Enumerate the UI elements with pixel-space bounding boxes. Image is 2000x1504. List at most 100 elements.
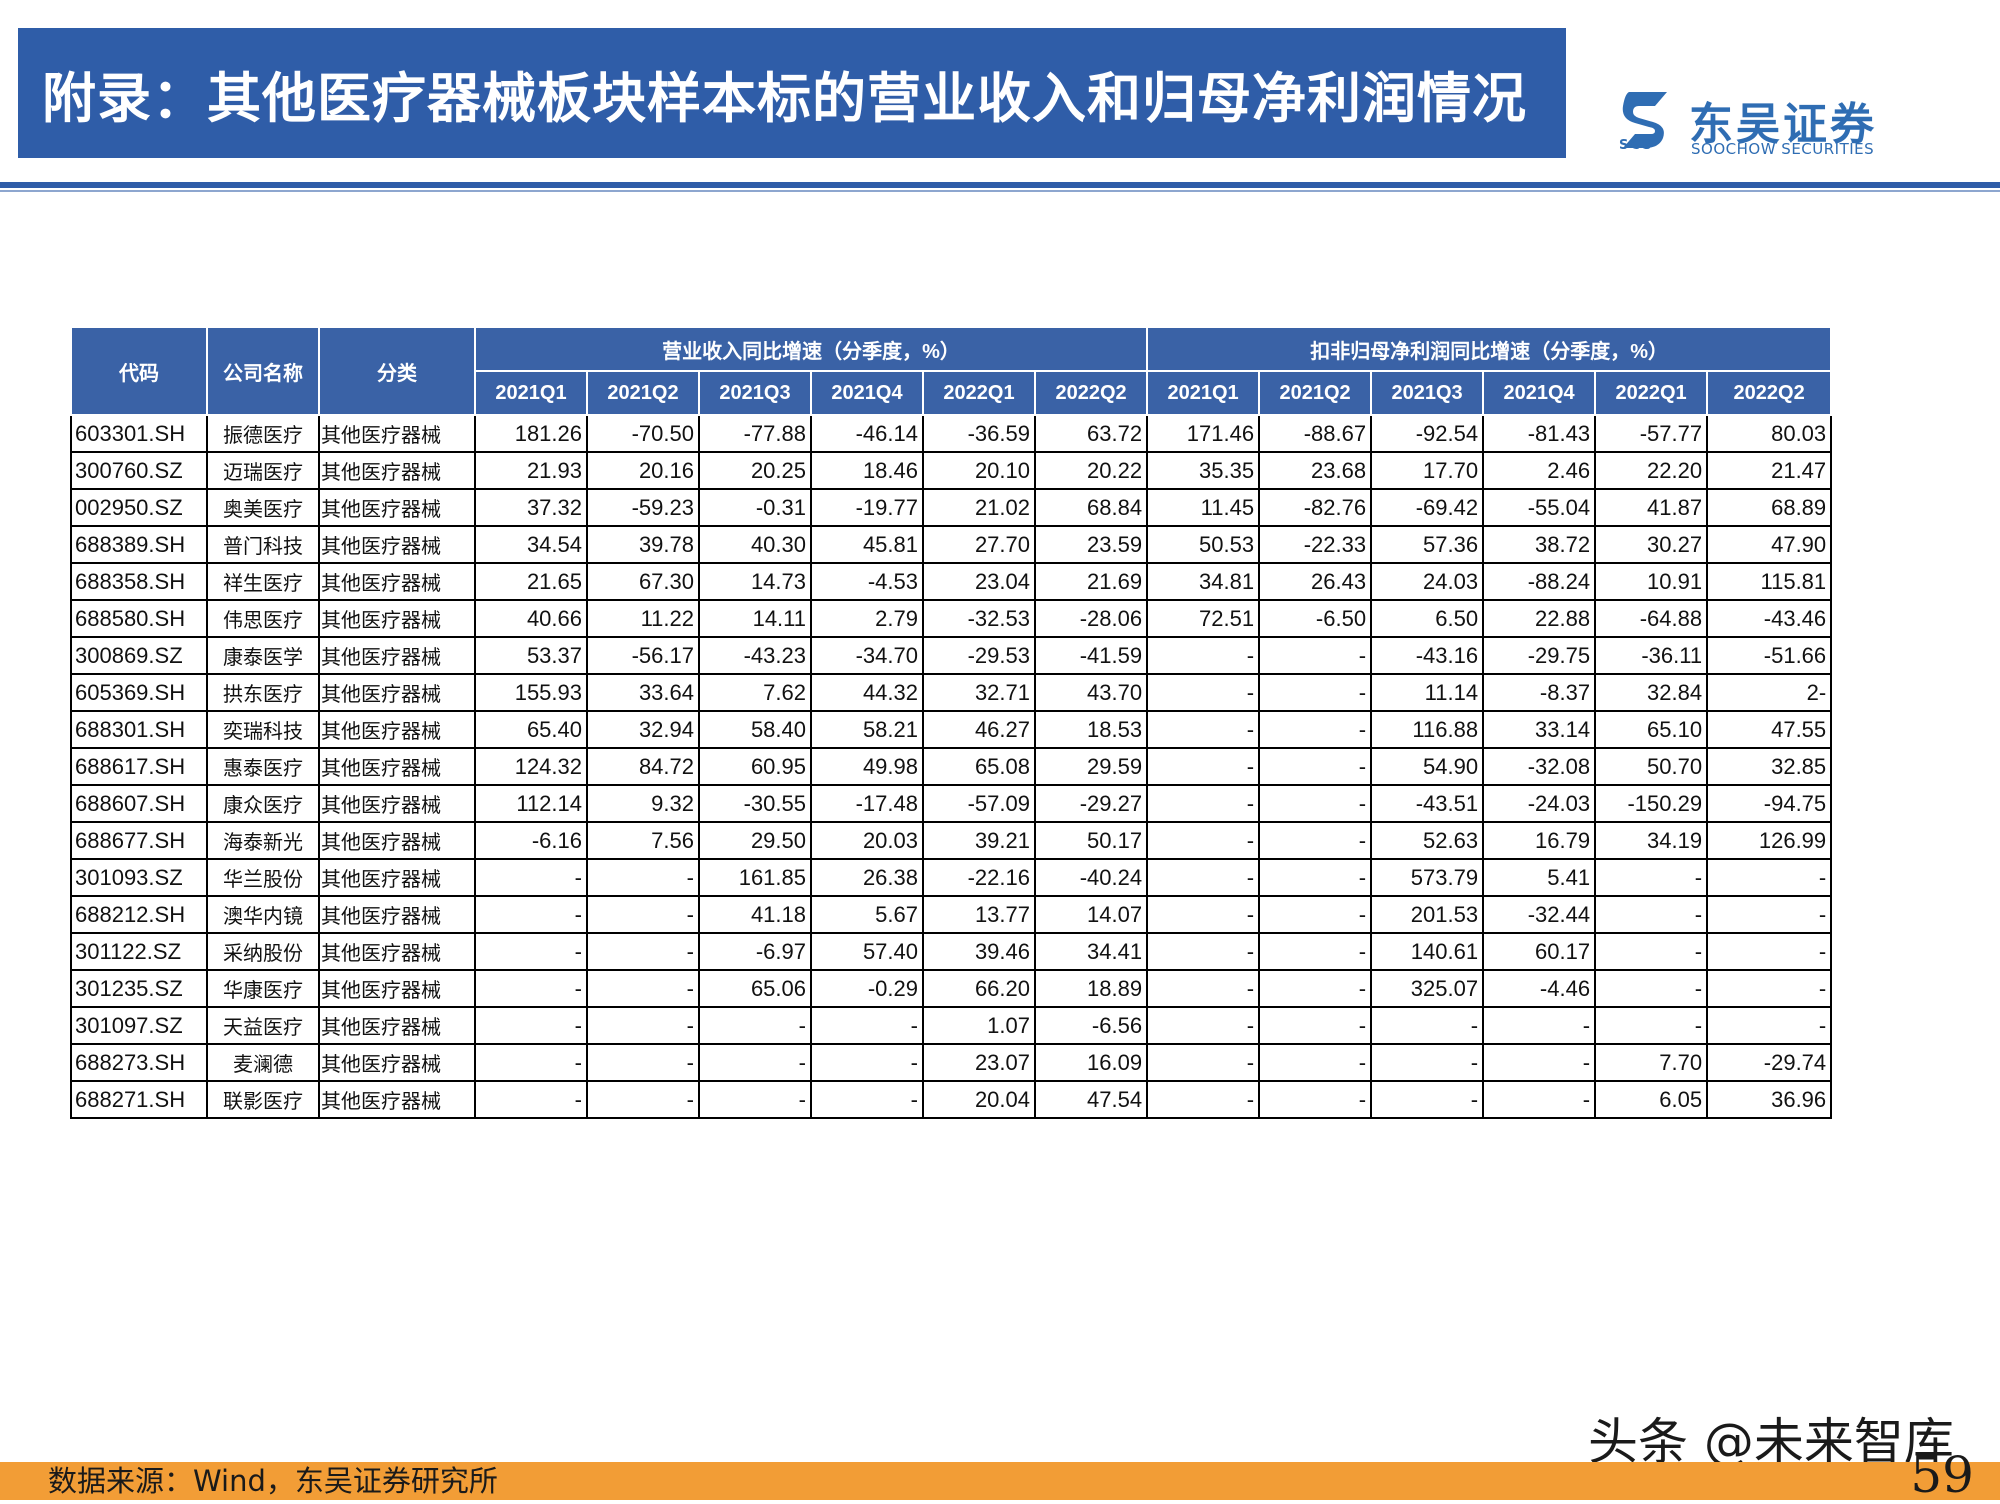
growth-value-cell: -: [1258, 673, 1373, 712]
growth-value-cell: 20.04: [922, 1080, 1036, 1119]
growth-value-cell: 23.07: [922, 1043, 1036, 1082]
growth-value-cell: -: [586, 895, 700, 934]
growth-value-cell: -22.16: [922, 858, 1036, 897]
category-cell: 其他医疗器械: [318, 414, 476, 453]
company-name-cell: 伟思医疗: [206, 599, 320, 638]
watermark: 头条 @未来智库: [1588, 1413, 1954, 1471]
logo-mark-icon: [1622, 92, 1667, 148]
financials-table: 代码 公司名称 分类 营业收入同比增速（分季度，%） 扣非归母净利润同比增速（分…: [70, 326, 1833, 1119]
growth-value-cell: -: [1146, 710, 1261, 749]
group-header-revenue: 营业收入同比增速（分季度，%）: [473, 326, 1149, 372]
stock-code-cell: 603301.SH: [70, 414, 208, 453]
growth-value-cell: -: [1706, 969, 1833, 1008]
growth-value-cell: 29.59: [1033, 747, 1149, 786]
growth-value-cell: 57.40: [810, 932, 924, 971]
growth-value-cell: -: [586, 1043, 700, 1082]
table-row: 688271.SH 联影医疗 其他医疗器械 - - - -20.04 47.54- - - -6.0…: [70, 1080, 1833, 1119]
growth-value-cell: -: [1370, 1043, 1485, 1082]
growth-value-cell: -88.24: [1482, 562, 1597, 601]
growth-value-cell: -82.76: [1258, 488, 1373, 527]
growth-value-cell: -6.50: [1258, 599, 1373, 638]
company-name-cell: 普门科技: [206, 525, 320, 564]
stock-code-cell: 605369.SH: [70, 673, 208, 712]
growth-value-cell: 26.38: [810, 858, 924, 897]
growth-value-cell: 20.10: [922, 451, 1036, 490]
growth-value-cell: 39.78: [586, 525, 700, 564]
growth-value-cell: -: [474, 1043, 588, 1082]
stock-code-cell: 300760.SZ: [70, 451, 208, 490]
growth-value-cell: 20.03: [810, 821, 924, 860]
growth-value-cell: -41.59: [1033, 636, 1149, 675]
growth-value-cell: -36.59: [922, 414, 1036, 453]
growth-value-cell: 2-: [1706, 673, 1833, 712]
stock-code-cell: 688607.SH: [70, 784, 208, 823]
growth-value-cell: -: [1706, 858, 1833, 897]
growth-value-cell: 325.07: [1370, 969, 1485, 1008]
growth-value-cell: -57.09: [922, 784, 1036, 823]
growth-value-cell: 18.53: [1033, 710, 1149, 749]
table-row: 605369.SH 拱东医疗 其他医疗器械 155.93 33.64 7.62 44.32 3…: [70, 673, 1833, 712]
company-name-cell: 麦澜德: [206, 1043, 320, 1082]
growth-value-cell: 43.70: [1033, 673, 1149, 712]
growth-value-cell: -32.08: [1482, 747, 1597, 786]
growth-value-cell: 14.07: [1033, 895, 1149, 934]
growth-value-cell: 6.05: [1594, 1080, 1709, 1119]
growth-value-cell: 67.30: [586, 562, 700, 601]
growth-value-cell: 1.07: [922, 1006, 1036, 1045]
page-title: 附录：其他医疗器械板块样本标的营业收入和归母净利润情况: [42, 66, 1527, 130]
company-name-cell: 天益医疗: [206, 1006, 320, 1045]
col-header-quarter: 2022Q1: [922, 370, 1036, 416]
growth-value-cell: 35.35: [1146, 451, 1261, 490]
company-name-cell: 振德医疗: [206, 414, 320, 453]
growth-value-cell: 112.14: [474, 784, 588, 823]
growth-value-cell: 66.20: [922, 969, 1036, 1008]
company-name-cell: 华兰股份: [206, 858, 320, 897]
col-header-quarter: 2022Q2: [1706, 370, 1833, 416]
growth-value-cell: -: [1594, 969, 1709, 1008]
growth-value-cell: -70.50: [586, 414, 700, 453]
growth-value-cell: 161.85: [698, 858, 812, 897]
growth-value-cell: 32.71: [922, 673, 1036, 712]
table-row: 688580.SH 伟思医疗 其他医疗器械 40.66 11.22 14.11 2.79 -3…: [70, 599, 1833, 638]
growth-value-cell: 34.81: [1146, 562, 1261, 601]
company-name-cell: 惠泰医疗: [206, 747, 320, 786]
table-row: 688301.SH 奕瑞科技 其他医疗器械 65.40 32.94 58.40 58.21 4…: [70, 710, 1833, 749]
growth-value-cell: 50.70: [1594, 747, 1709, 786]
growth-value-cell: 65.10: [1594, 710, 1709, 749]
growth-value-cell: -: [586, 858, 700, 897]
growth-value-cell: -: [1482, 1006, 1597, 1045]
growth-value-cell: 181.26: [474, 414, 588, 453]
growth-value-cell: 47.54: [1033, 1080, 1149, 1119]
growth-value-cell: 11.45: [1146, 488, 1261, 527]
growth-value-cell: 20.22: [1033, 451, 1149, 490]
growth-value-cell: -: [1146, 673, 1261, 712]
growth-value-cell: -36.11: [1594, 636, 1709, 675]
growth-value-cell: -43.51: [1370, 784, 1485, 823]
header-divider: [0, 182, 2000, 188]
growth-value-cell: 32.84: [1594, 673, 1709, 712]
category-cell: 其他医疗器械: [318, 599, 476, 638]
growth-value-cell: -: [474, 969, 588, 1008]
company-name-cell: 海泰新光: [206, 821, 320, 860]
growth-value-cell: -88.67: [1258, 414, 1373, 453]
table-row: 688607.SH 康众医疗 其他医疗器械 112.14 9.32 -30.55 -17.4…: [70, 784, 1833, 823]
company-name-cell: 拱东医疗: [206, 673, 320, 712]
table-row: 301235.SZ 华康医疗 其他医疗器械 - -65.06 -0.29 66.20 18.8…: [70, 969, 1833, 1008]
stock-code-cell: 301122.SZ: [70, 932, 208, 971]
growth-value-cell: 20.16: [586, 451, 700, 490]
company-name-cell: 澳华内镜: [206, 895, 320, 934]
growth-value-cell: 58.40: [698, 710, 812, 749]
table-row: 688273.SH 麦澜德 其他医疗器械 - - - -23.07 16.09- - - -7.70…: [70, 1043, 1833, 1082]
col-header-code: 代码: [70, 326, 208, 416]
growth-value-cell: 7.62: [698, 673, 812, 712]
growth-value-cell: -0.31: [698, 488, 812, 527]
col-header-quarter: 2022Q1: [1594, 370, 1709, 416]
category-cell: 其他医疗器械: [318, 821, 476, 860]
growth-value-cell: 41.87: [1594, 488, 1709, 527]
growth-value-cell: -94.75: [1706, 784, 1833, 823]
growth-value-cell: 29.50: [698, 821, 812, 860]
logo-english-name: SOOCHOW SECURITIES: [1691, 140, 1875, 158]
category-cell: 其他医疗器械: [318, 1043, 476, 1082]
growth-value-cell: -: [1482, 1080, 1597, 1119]
growth-value-cell: -: [1706, 1006, 1833, 1045]
